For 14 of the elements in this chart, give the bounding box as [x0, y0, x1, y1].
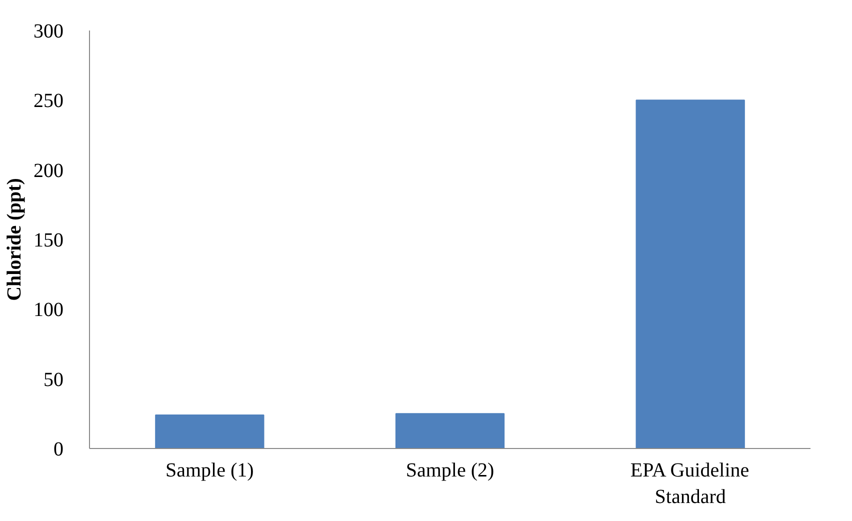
bar: [395, 413, 505, 448]
y-tick-label: 300: [34, 20, 64, 42]
y-tick-label: 150: [34, 230, 64, 252]
y-axis-title: Chloride (ppt): [4, 178, 26, 301]
y-tick-label: 100: [34, 299, 64, 322]
bar: [155, 414, 264, 448]
y-tick-label: 250: [34, 90, 64, 112]
bar: [636, 100, 745, 448]
x-tick-label: Sample (2): [406, 460, 494, 482]
x-tick-label: Sample (1): [166, 460, 254, 482]
y-tick-label: 0: [54, 438, 64, 460]
x-tick-label: EPA Guideline Standard: [630, 460, 750, 508]
y-tick-label: 50: [44, 368, 64, 391]
y-tick-label: 200: [34, 160, 64, 182]
